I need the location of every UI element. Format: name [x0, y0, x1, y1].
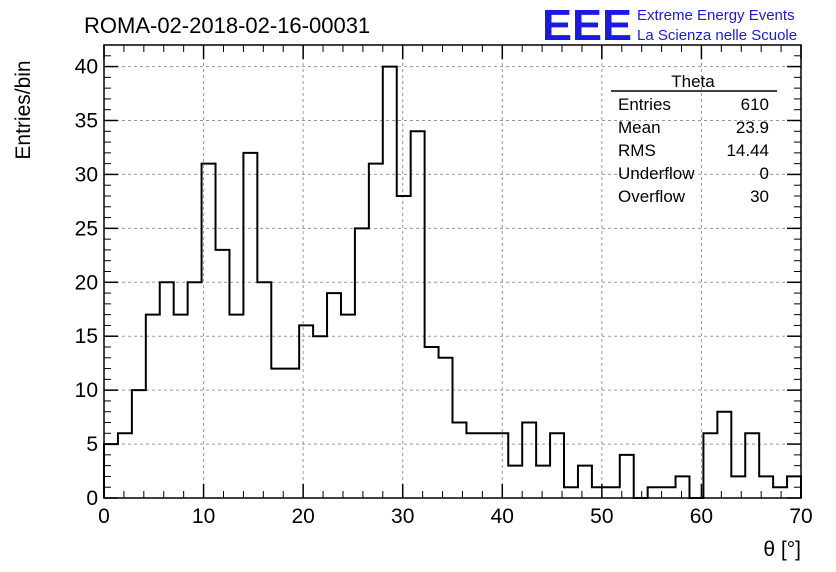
- tick-labels: 0 10 20 30 40 50 60 70 0 5 10 15 20 25 30 35 40: [75, 56, 813, 528]
- stats-row-entries: Entries 610: [618, 95, 769, 114]
- y-tick-label: 15: [75, 325, 98, 348]
- stats-row-overflow: Overflow 30: [618, 187, 769, 206]
- y-tick-label: 0: [86, 487, 98, 510]
- y-tick-label: 35: [75, 110, 98, 133]
- x-axis-label: θ [°]: [763, 538, 801, 561]
- stats-label-underflow: Underflow: [618, 164, 695, 183]
- x-tick-label: 50: [590, 505, 613, 528]
- logo-line-2: La Scienza nelle Scuole: [637, 27, 797, 44]
- y-tick-label: 40: [75, 56, 98, 79]
- stats-label-mean: Mean: [618, 118, 661, 137]
- plot-frame: [103, 44, 802, 499]
- stats-row-mean: Mean 23.9: [618, 118, 769, 137]
- x-tick-label: 10: [192, 505, 215, 528]
- axis-ticks: [103, 44, 802, 499]
- stats-value-rms: 14.44: [726, 141, 769, 160]
- stats-value-underflow: 0: [760, 164, 769, 183]
- stats-label-entries: Entries: [618, 95, 671, 114]
- x-tick-label: 60: [690, 505, 713, 528]
- stats-row-rms: RMS 14.44: [618, 141, 769, 160]
- x-tick-label: 70: [789, 505, 812, 528]
- y-axis-label: Entries/bin: [12, 60, 35, 159]
- stats-label-rms: RMS: [618, 141, 656, 160]
- stats-value-entries: 610: [741, 95, 769, 114]
- y-tick-label: 25: [75, 217, 98, 240]
- x-tick-label: 0: [98, 505, 110, 528]
- y-tick-label: 10: [75, 379, 98, 402]
- run-title: ROMA-02-2018-02-16-00031: [84, 13, 370, 38]
- y-tick-label: 20: [75, 271, 98, 294]
- grid-lines: [104, 45, 801, 498]
- y-tick-label: 30: [75, 163, 98, 186]
- y-tick-label: 5: [86, 433, 98, 456]
- stats-row-underflow: Underflow 0: [618, 164, 769, 183]
- logo-line-1: Extreme Energy Events: [637, 7, 795, 24]
- x-tick-label: 30: [391, 505, 414, 528]
- x-tick-label: 40: [491, 505, 514, 528]
- stats-box: Theta Entries 610 Mean 23.9 RMS 14.44 Un…: [611, 72, 777, 206]
- stats-title: Theta: [671, 72, 715, 91]
- stats-value-overflow: 30: [750, 187, 769, 206]
- stats-label-overflow: Overflow: [618, 187, 686, 206]
- stats-value-mean: 23.9: [736, 118, 769, 137]
- eee-logo: EEE: [542, 1, 632, 50]
- x-tick-label: 20: [291, 505, 314, 528]
